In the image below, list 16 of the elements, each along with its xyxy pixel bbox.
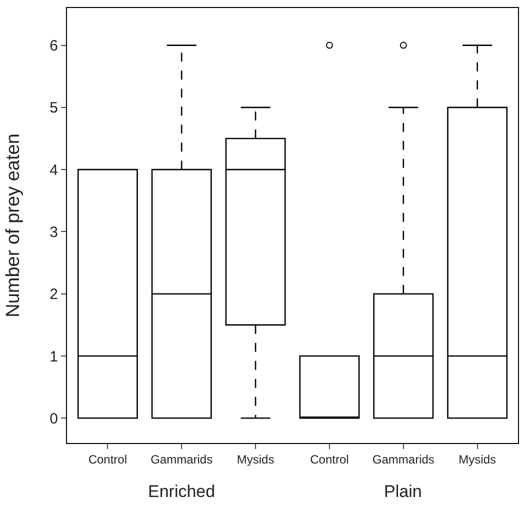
- x-tick-label: Control: [88, 452, 128, 466]
- x-tick-label: Gammarids: [150, 452, 213, 466]
- y-tick-label: 1: [50, 348, 58, 366]
- y-axis-title: Number of prey eaten: [3, 134, 24, 318]
- x-tick-label: Gammarids: [372, 452, 434, 466]
- text: Plain: [384, 482, 422, 501]
- y-tick-label: 5: [50, 100, 58, 117]
- y-tick-label: 2: [50, 286, 58, 304]
- y-tick-label: 4: [50, 162, 58, 179]
- x-tick-label: Mysids: [236, 452, 274, 466]
- y-tick-label: 0: [50, 410, 58, 428]
- y-tick-label: 6: [50, 38, 58, 55]
- text: Enriched: [148, 482, 216, 501]
- y-tick-label: 3: [50, 224, 58, 241]
- x-tick-label: Mysids: [458, 452, 496, 466]
- x-tick-label: Control: [310, 452, 349, 466]
